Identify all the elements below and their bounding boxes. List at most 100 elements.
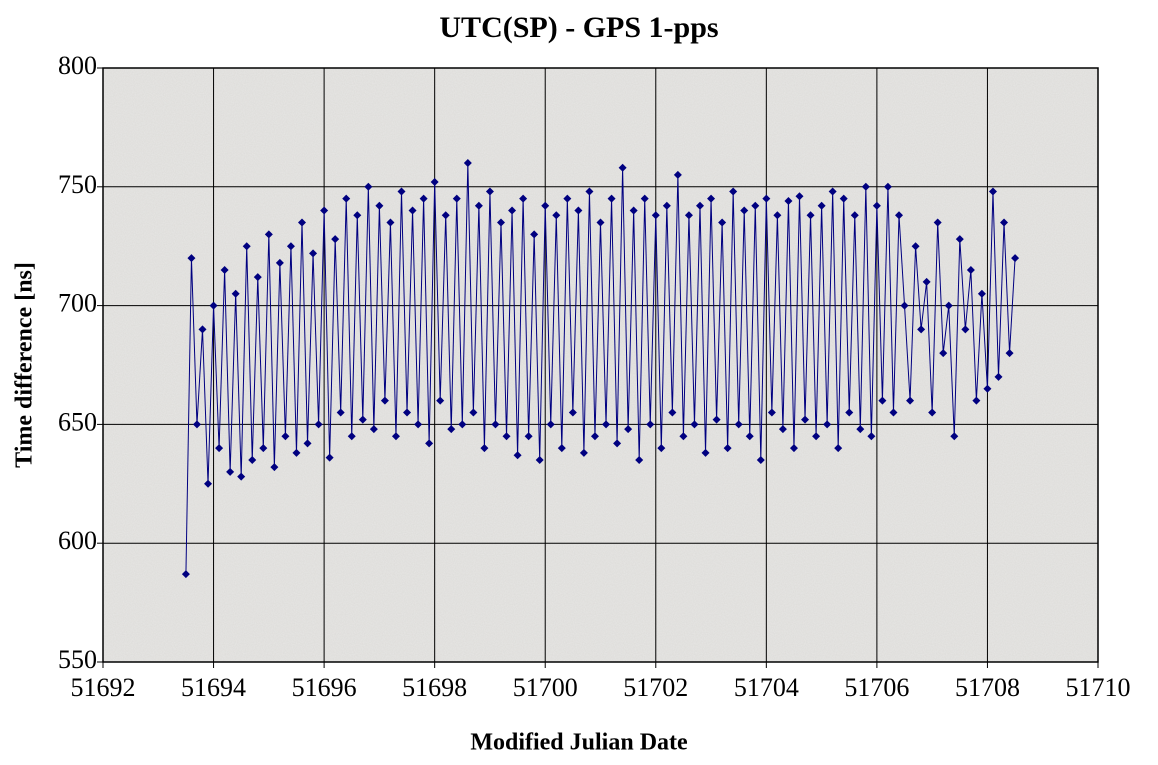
data-point <box>613 439 622 448</box>
data-point <box>574 206 583 215</box>
data-point <box>331 235 340 244</box>
data-point <box>784 197 793 206</box>
data-point <box>850 211 859 220</box>
data-point <box>618 163 627 172</box>
data-point <box>635 456 644 465</box>
data-point <box>801 415 810 424</box>
data-point <box>778 425 787 434</box>
data-point <box>298 218 306 227</box>
y-tick-label: 800 <box>58 51 97 80</box>
data-point <box>342 194 351 203</box>
data-point <box>629 206 638 215</box>
data-point <box>950 432 959 441</box>
data-point <box>419 194 428 203</box>
data-point <box>480 444 489 453</box>
data-point <box>469 408 478 417</box>
data-point <box>403 408 412 417</box>
data-point <box>530 230 539 239</box>
data-point <box>817 201 826 210</box>
data-point <box>872 201 881 210</box>
data-point <box>977 289 986 298</box>
data-point <box>883 182 892 191</box>
data-point <box>773 211 782 220</box>
data-point <box>347 432 356 441</box>
data-point <box>712 415 721 424</box>
data-point <box>270 463 279 472</box>
data-point <box>668 408 677 417</box>
data-point <box>546 420 555 429</box>
x-tick-label: 51710 <box>1066 673 1131 702</box>
data-point <box>740 206 749 215</box>
x-tick-label: 51696 <box>292 673 357 702</box>
data-point <box>192 420 201 429</box>
data-point <box>662 201 671 210</box>
data-point <box>928 408 937 417</box>
data-point <box>966 265 975 274</box>
data-point <box>900 301 909 310</box>
data-point <box>640 194 649 203</box>
data-point <box>458 420 467 429</box>
data-point <box>204 479 213 488</box>
data-point <box>364 182 373 191</box>
data-point <box>679 432 688 441</box>
data-point <box>557 444 566 453</box>
data-point <box>988 187 997 196</box>
data-point <box>463 159 472 168</box>
data-point <box>358 415 367 424</box>
y-tick-label: 550 <box>58 645 97 674</box>
data-point <box>303 439 312 448</box>
data-point <box>590 432 599 441</box>
data-point <box>325 453 334 462</box>
data-point <box>519 194 528 203</box>
data-point <box>762 194 771 203</box>
data-point <box>369 425 378 434</box>
data-point <box>237 472 246 481</box>
data-point <box>922 277 931 286</box>
data-point <box>375 201 384 210</box>
data-point <box>485 187 494 196</box>
data-point <box>436 396 445 405</box>
data-point <box>391 432 400 441</box>
x-tick-label: 51700 <box>513 673 578 702</box>
y-tick-label: 650 <box>58 407 97 436</box>
x-tick-label: 51706 <box>844 673 909 702</box>
data-point <box>408 206 417 215</box>
data-point <box>607 194 616 203</box>
plot-border <box>102 67 1099 663</box>
data-point <box>242 242 251 251</box>
data-point <box>690 420 699 429</box>
data-point <box>447 425 456 434</box>
data-point <box>497 218 505 227</box>
data-point <box>789 444 798 453</box>
data-point <box>751 201 760 210</box>
data-point <box>502 432 511 441</box>
x-tick-label: 51702 <box>623 673 688 702</box>
x-tick-label: 51692 <box>71 673 136 702</box>
data-point <box>1011 254 1020 263</box>
data-point <box>425 439 434 448</box>
data-point <box>535 456 544 465</box>
data-point <box>972 396 981 405</box>
data-point <box>718 218 727 227</box>
y-tick-label: 700 <box>58 289 97 318</box>
data-point <box>397 187 406 196</box>
data-point <box>353 211 362 220</box>
data-point <box>187 254 196 263</box>
data-point <box>646 420 655 429</box>
data-point <box>386 218 395 227</box>
data-point <box>911 242 920 251</box>
data-point <box>651 211 660 220</box>
data-point <box>961 325 970 334</box>
data-point <box>856 425 865 434</box>
plot-texture <box>103 68 1098 662</box>
data-point <box>585 187 594 196</box>
data-point <box>933 218 942 227</box>
data-point <box>320 206 329 215</box>
data-point <box>839 194 848 203</box>
data-point <box>795 192 804 201</box>
data-point <box>673 170 682 179</box>
data-point <box>756 456 765 465</box>
data-point <box>226 467 235 476</box>
data-point <box>729 187 738 196</box>
